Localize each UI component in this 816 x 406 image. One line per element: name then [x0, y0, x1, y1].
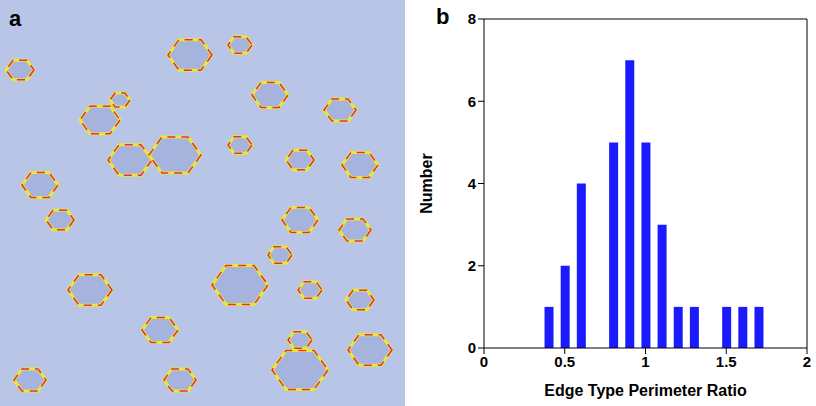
svg-text:2: 2	[803, 353, 811, 370]
svg-text:0: 0	[480, 353, 488, 370]
svg-text:6: 6	[468, 93, 476, 110]
svg-text:Edge Type Perimeter Ratio: Edge Type Perimeter Ratio	[544, 382, 747, 399]
svg-text:Number: Number	[418, 153, 435, 213]
svg-text:4: 4	[468, 175, 477, 192]
svg-text:2: 2	[468, 257, 476, 274]
html-text:b: b	[436, 4, 450, 29]
svg-text:a: a	[9, 6, 22, 31]
svg-text:1.5: 1.5	[716, 353, 737, 370]
svg-text:0: 0	[468, 339, 476, 356]
svg-text:0.5: 0.5	[554, 353, 575, 370]
svg-text:8: 8	[468, 10, 476, 27]
svg-text:1: 1	[641, 353, 649, 370]
